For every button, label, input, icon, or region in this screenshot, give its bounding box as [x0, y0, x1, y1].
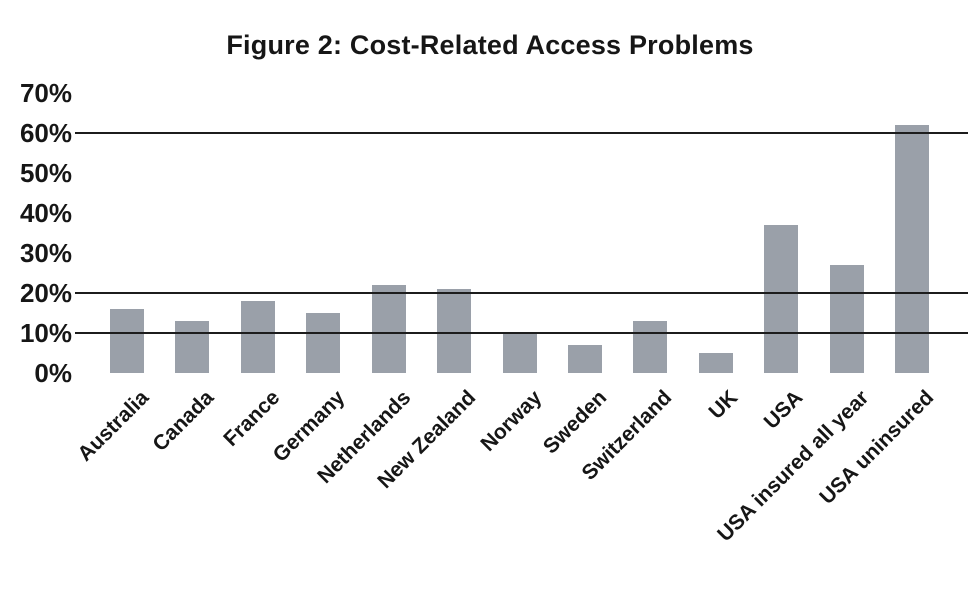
y-tick-label-70pct: 70% — [19, 78, 72, 108]
bar-usa-uninsured — [895, 125, 930, 373]
gridline-60pct — [75, 132, 968, 134]
gridline-20pct — [75, 292, 968, 294]
bar-usa-insured-all-year — [829, 265, 864, 373]
bar-australia — [110, 309, 144, 373]
bar-switzerland — [633, 321, 668, 373]
y-tick-label-0pct: 0% — [34, 358, 72, 388]
y-tick-label-10pct: 10% — [19, 318, 72, 348]
chart-title: Figure 2: Cost-Related Access Problems — [226, 30, 754, 60]
bar-new-zealand — [437, 289, 472, 373]
y-tick-label-30pct: 30% — [19, 238, 72, 268]
bar-france — [240, 301, 275, 373]
bar-netherlands — [371, 285, 406, 373]
bar-norway — [502, 333, 537, 373]
bar-germany — [306, 313, 341, 373]
bar-sweden — [567, 345, 602, 373]
bar-canada — [175, 321, 210, 373]
bar-uk — [698, 353, 733, 373]
y-tick-label-40pct: 40% — [19, 198, 72, 228]
y-tick-label-50pct: 50% — [19, 158, 72, 188]
y-tick-label-60pct: 60% — [19, 118, 72, 148]
y-tick-label-20pct: 20% — [19, 278, 72, 308]
gridline-10pct — [75, 332, 968, 334]
bar-usa — [764, 225, 799, 373]
